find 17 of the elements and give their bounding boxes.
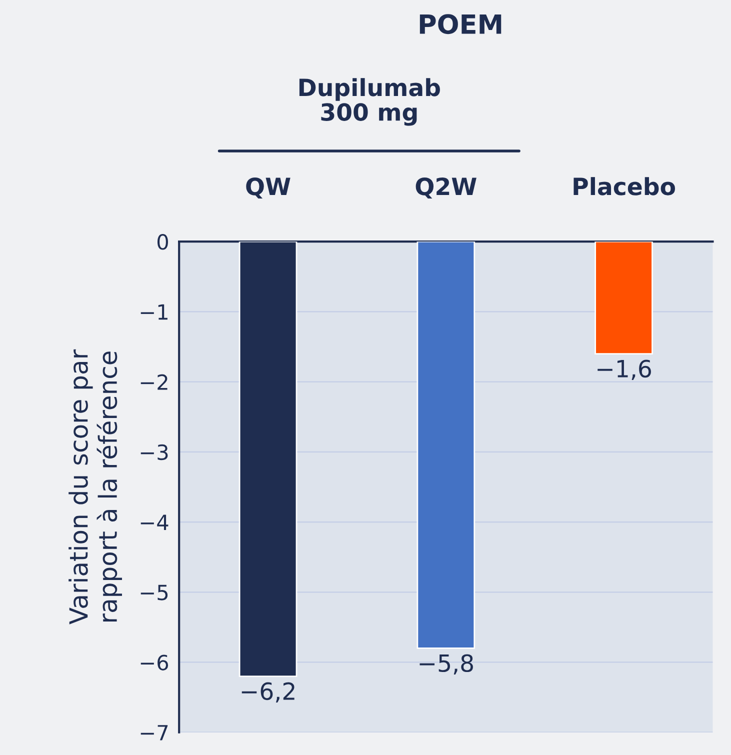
y-tick-label: 0 <box>157 234 168 250</box>
y-tick-label: −7 <box>140 725 168 740</box>
data-label: −5,8 <box>420 654 473 674</box>
chart-title: POEM <box>420 14 502 34</box>
y-tick-label: −1 <box>140 304 168 320</box>
y-tick-label: −2 <box>140 374 168 390</box>
y-tick-label: −4 <box>140 514 168 530</box>
y-axis-title: Variation du score par rapport à la référence <box>68 349 122 624</box>
y-tick-label: −3 <box>140 444 168 460</box>
x-tick-label: QW <box>246 178 290 198</box>
data-label: −1,6 <box>598 360 651 380</box>
y-tick-label: −5 <box>140 584 168 600</box>
x-tick-label: Q2W <box>416 178 476 198</box>
y-tick-label: −6 <box>140 654 168 670</box>
text: Dupilumab 300 mg <box>299 78 440 126</box>
x-tick-label: Placebo <box>574 177 675 196</box>
data-label: −6,2 <box>242 682 294 703</box>
